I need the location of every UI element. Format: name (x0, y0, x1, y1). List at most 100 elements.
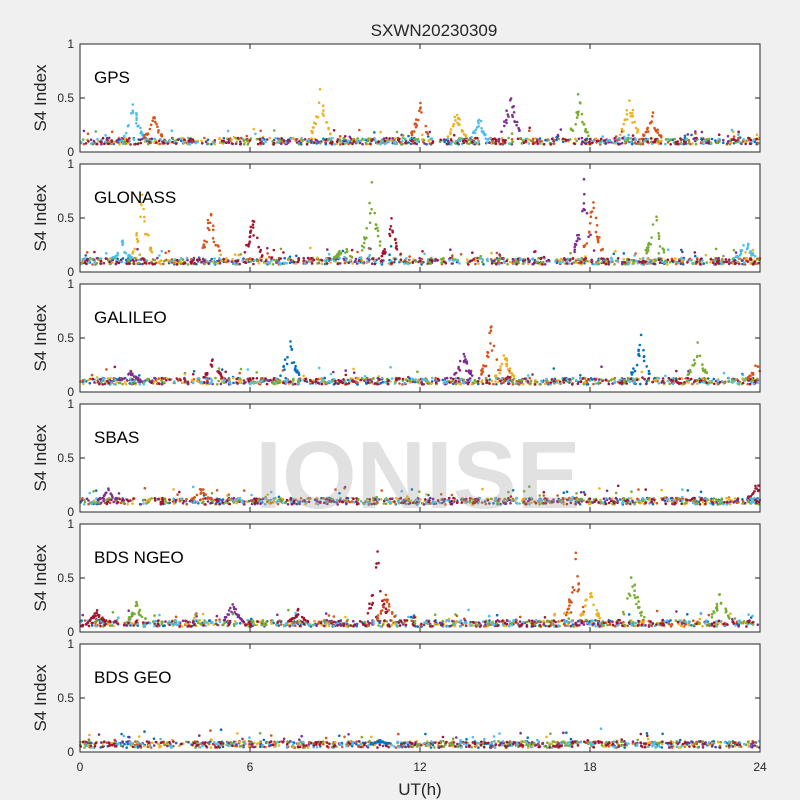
s4-point (361, 142, 364, 146)
s4-point (289, 345, 293, 348)
s4-point (507, 136, 510, 140)
s4-point (686, 373, 690, 377)
s4-point (279, 257, 283, 260)
s4-point (416, 370, 419, 374)
s4-point (199, 491, 203, 495)
s4-point (623, 378, 626, 382)
s4-point (467, 142, 471, 146)
s4-point (593, 377, 596, 381)
s4-point (230, 142, 234, 145)
s4-point (649, 137, 653, 140)
s4-point (203, 239, 206, 243)
s4-point (651, 115, 654, 118)
s4-point (592, 382, 595, 386)
s4-point (545, 377, 548, 381)
s4-point (751, 263, 755, 266)
s4-point (214, 376, 217, 380)
s4-point (497, 137, 501, 141)
s4-point (453, 115, 457, 119)
s4-point (613, 136, 617, 140)
s4-point (255, 371, 258, 374)
s4-point (196, 258, 199, 262)
s4-point (153, 137, 157, 141)
s4-point (726, 134, 730, 138)
s4-point (107, 381, 111, 385)
s4-point (748, 142, 752, 145)
s4-point (341, 142, 345, 145)
s4-point (591, 141, 594, 145)
s4-point (310, 256, 313, 260)
s4-point (194, 141, 197, 145)
s4-point (582, 202, 586, 205)
s4-point (362, 246, 366, 249)
s4-point (292, 137, 296, 141)
s4-point (420, 383, 424, 386)
s4-point (518, 129, 521, 132)
s4-point (134, 375, 138, 379)
s4-point (598, 141, 601, 144)
s4-point (590, 258, 593, 262)
s4-point (310, 262, 314, 265)
s4-point (747, 136, 750, 140)
s4-point (414, 260, 418, 263)
s4-point (393, 137, 397, 140)
s4-point (160, 376, 164, 380)
s4-point (212, 240, 216, 244)
s4-point (113, 365, 117, 369)
s4-point (413, 380, 417, 384)
s4-point (676, 142, 679, 146)
s4-point (669, 138, 672, 141)
s4-point (650, 500, 653, 503)
s4-point (495, 383, 498, 386)
s4-point (239, 140, 242, 143)
s4-point (449, 248, 452, 251)
s4-point (610, 497, 614, 500)
s4-point (81, 138, 85, 141)
s4-point (345, 258, 348, 261)
s4-point (193, 499, 196, 502)
s4-point (443, 140, 446, 144)
s4-point (581, 377, 585, 380)
s4-point (363, 138, 366, 141)
s4-point (602, 497, 606, 501)
s4-point (614, 249, 617, 253)
s4-point (314, 122, 318, 126)
s4-point (443, 138, 446, 141)
s4-point (749, 250, 752, 253)
y-tick-label: 1 (67, 277, 74, 291)
s4-point (500, 362, 504, 366)
s4-point (490, 262, 494, 265)
s4-point (321, 104, 325, 107)
s4-point (238, 496, 242, 500)
s4-point (693, 496, 696, 500)
s4-point (653, 498, 656, 502)
s4-point (727, 258, 731, 262)
s4-point (201, 257, 205, 261)
s4-point (656, 131, 659, 134)
s4-point (661, 379, 664, 383)
s4-point (310, 139, 313, 142)
s4-point (87, 378, 90, 382)
s4-point (361, 261, 364, 264)
s4-point (692, 358, 696, 362)
s4-point (657, 237, 661, 241)
s4-point (342, 378, 345, 381)
s4-point (536, 142, 539, 146)
s4-point (750, 497, 753, 500)
s4-point (232, 501, 236, 504)
s4-point (218, 136, 221, 140)
s4-point (707, 142, 710, 145)
s4-point (338, 249, 341, 253)
s4-point (403, 262, 406, 265)
s4-point (736, 139, 739, 142)
s4-point (454, 139, 458, 143)
s4-point (242, 489, 246, 492)
s4-point (153, 120, 157, 124)
s4-point (411, 377, 414, 381)
s4-point (356, 140, 359, 143)
s4-point (265, 382, 269, 386)
s4-point (609, 499, 613, 503)
s4-point (562, 378, 565, 382)
s4-point (141, 257, 144, 260)
s4-point (279, 374, 282, 378)
